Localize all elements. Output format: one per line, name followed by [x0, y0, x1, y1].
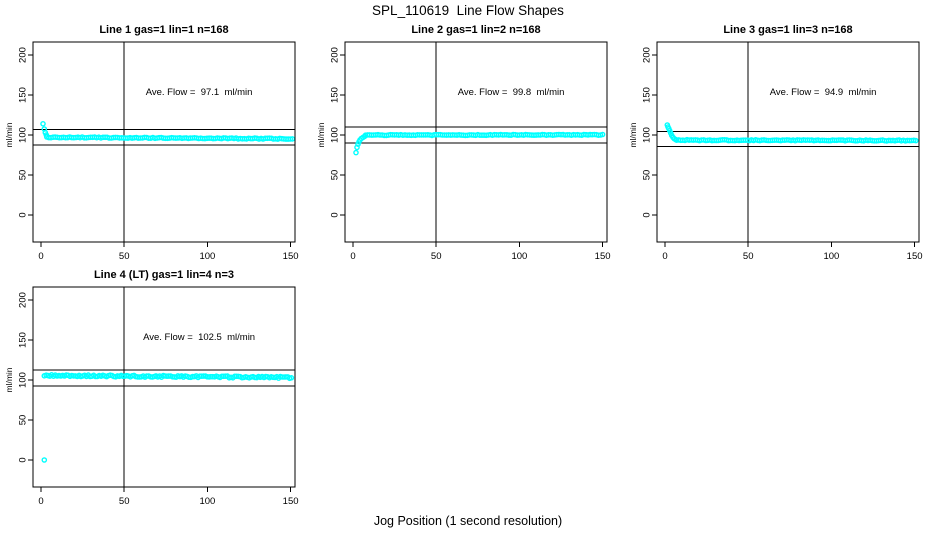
- panel-title: Line 4 (LT) gas=1 lin=4 n=3: [94, 269, 234, 281]
- x-tick-label: 150: [595, 251, 611, 262]
- y-tick-label: 150: [18, 87, 29, 103]
- data-point: [40, 121, 46, 127]
- panel-title: Line 1 gas=1 lin=1 n=168: [99, 24, 228, 36]
- x-tick-label: 50: [431, 251, 442, 262]
- y-tick-label: 150: [330, 87, 341, 103]
- panel-line-3: Line 3 gas=1 lin=3 n=168 0 50 100 150 0 50 100 1…: [628, 24, 923, 262]
- y-tick-label: 100: [18, 127, 29, 143]
- data-point: [353, 149, 359, 156]
- data-point: [41, 457, 48, 463]
- data-point: [599, 131, 606, 138]
- y-tick-label: 50: [330, 170, 341, 181]
- axis-ticks: 0 50 100 150 0 50 100 150 200: [18, 47, 299, 262]
- y-tick-label: 0: [330, 212, 341, 217]
- x-tick-label: 100: [199, 251, 215, 262]
- figure-title: SPL_110619 Line Flow Shapes: [372, 3, 564, 18]
- y-tick-label: 0: [642, 212, 653, 217]
- ave-flow-annotation: Ave. Flow = 94.9 ml/min: [770, 87, 877, 98]
- x-tick-label: 150: [283, 496, 299, 507]
- x-axis-label: Jog Position (1 second resolution): [373, 514, 563, 528]
- x-tick-label: 150: [907, 251, 923, 262]
- y-axis-unit-label: ml/min: [4, 367, 14, 392]
- y-tick-label: 50: [18, 170, 29, 181]
- axis-ticks: 0 50 100 150 0 50 100 150 200: [18, 292, 299, 507]
- panel-line-4: Line 4 (LT) gas=1 lin=4 n=3 0 50 100 150 0 50 1…: [4, 269, 299, 507]
- y-tick-label: 0: [18, 212, 29, 217]
- x-tick-label: 0: [38, 496, 43, 507]
- ave-flow-annotation: Ave. Flow = 102.5 ml/min: [143, 332, 255, 343]
- y-axis-unit-label: ml/min: [4, 122, 14, 147]
- plot-box: [656, 41, 920, 243]
- panel-title: Line 2 gas=1 lin=2 n=168: [411, 24, 540, 36]
- data-point: [288, 374, 295, 381]
- data-points: [664, 122, 919, 144]
- x-tick-label: 50: [119, 496, 130, 507]
- plot-box: [32, 41, 296, 243]
- panel-title: Line 3 gas=1 lin=3 n=168: [723, 24, 852, 36]
- x-tick-label: 0: [350, 251, 355, 262]
- x-tick-label: 50: [119, 251, 130, 262]
- data-point: [287, 136, 294, 142]
- x-tick-label: 100: [511, 251, 527, 262]
- ave-flow-annotation: Ave. Flow = 99.8 ml/min: [458, 87, 565, 98]
- axis-ticks: 0 50 100 150 0 50 100 150 200: [330, 47, 611, 262]
- y-tick-label: 50: [642, 170, 653, 181]
- panel-line-2: Line 2 gas=1 lin=2 n=168 0 50 100 150 0 50 100 1…: [316, 24, 611, 262]
- y-tick-label: 200: [330, 47, 341, 63]
- data-point: [913, 137, 919, 144]
- panel-line-1: Line 1 gas=1 lin=1 n=168 0 50 100 150 0 50 100 1…: [4, 24, 299, 262]
- y-tick-label: 200: [18, 47, 29, 63]
- ave-flow-annotation: Ave. Flow = 97.1 ml/min: [146, 87, 253, 98]
- y-tick-label: 100: [18, 372, 29, 388]
- x-tick-label: 0: [662, 251, 667, 262]
- data-points: [353, 131, 606, 156]
- y-tick-label: 150: [642, 87, 653, 103]
- data-points: [41, 371, 295, 463]
- y-axis-unit-label: ml/min: [628, 122, 638, 147]
- y-tick-label: 150: [18, 332, 29, 348]
- data-points: [40, 121, 296, 142]
- x-tick-label: 150: [283, 251, 299, 262]
- x-tick-label: 0: [38, 251, 43, 262]
- y-tick-label: 100: [642, 127, 653, 143]
- x-tick-label: 100: [199, 496, 215, 507]
- axis-ticks: 0 50 100 150 0 50 100 150 200: [642, 47, 923, 262]
- plot-box: [32, 286, 296, 488]
- y-tick-label: 100: [330, 127, 341, 143]
- x-tick-label: 50: [743, 251, 754, 262]
- x-tick-label: 100: [823, 251, 839, 262]
- y-tick-label: 50: [18, 415, 29, 426]
- y-tick-label: 200: [18, 292, 29, 308]
- y-tick-label: 0: [18, 457, 29, 462]
- y-axis-unit-label: ml/min: [316, 122, 326, 147]
- plot-box: [344, 41, 608, 243]
- y-tick-label: 200: [642, 47, 653, 63]
